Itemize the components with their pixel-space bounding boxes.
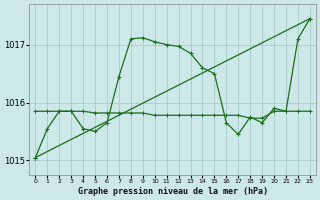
X-axis label: Graphe pression niveau de la mer (hPa): Graphe pression niveau de la mer (hPa) xyxy=(78,187,268,196)
